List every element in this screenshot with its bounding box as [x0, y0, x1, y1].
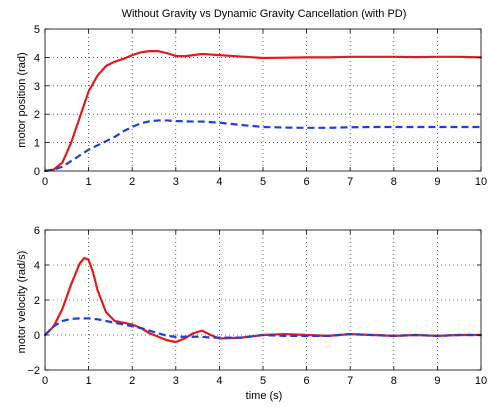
bottom-series-1-line	[44, 317, 481, 339]
top-ytick-label-5: 5	[34, 24, 40, 36]
bottom-ytick-label-1: 0	[34, 330, 40, 342]
top-chart-ylabel: motor position (rad)	[16, 52, 28, 147]
top-chart-plot: 0 1 2 3 4 5 6 7 8 9 10 0 1 2 3 4 5	[34, 24, 487, 188]
bottom-ytick-label-3: 4	[34, 260, 40, 272]
bottom-xtick-label-10: 10	[475, 375, 487, 387]
bottom-chart-ylabel: motor velocity (rad/s)	[16, 251, 28, 354]
bottom-xtick-label-5: 5	[260, 375, 266, 387]
top-xtick-label-1: 1	[86, 176, 92, 188]
top-xtick-label-0: 0	[42, 176, 48, 188]
top-xtick-label-2: 2	[129, 176, 135, 188]
top-xtick-label-7: 7	[347, 176, 353, 188]
bottom-xtick-label-3: 3	[173, 375, 179, 387]
top-xtick-label-9: 9	[434, 176, 440, 188]
top-ytick-label-4: 4	[34, 52, 40, 64]
bottom-xtick-label-0: 0	[42, 375, 48, 387]
bottom-ytick-label-2: 2	[34, 295, 40, 307]
top-xtick-label-10: 10	[475, 176, 487, 188]
top-series-1-line	[44, 119, 481, 173]
top-ytick-label-0: 0	[34, 166, 40, 178]
top-xtick-label-3: 3	[173, 176, 179, 188]
top-xtick-label-4: 4	[216, 176, 222, 188]
top-ytick-label-1: 1	[34, 138, 40, 150]
top-chart-title: Without Gravity vs Dynamic Gravity Cance…	[122, 8, 407, 20]
bottom-ytick-label-0: −2	[27, 365, 40, 377]
top-series-0-line	[43, 50, 483, 173]
bottom-chart-xlabel: time (s)	[246, 390, 283, 402]
bottom-xtick-label-4: 4	[216, 375, 222, 387]
bottom-xtick-label-8: 8	[391, 375, 397, 387]
top-xtick-label-8: 8	[391, 176, 397, 188]
top-ytick-label-2: 2	[34, 109, 40, 121]
top-xtick-label-5: 5	[260, 176, 266, 188]
bottom-xtick-label-1: 1	[86, 375, 92, 387]
bottom-xtick-label-7: 7	[347, 375, 353, 387]
bottom-xtick-label-9: 9	[434, 375, 440, 387]
top-xtick-label-6: 6	[304, 176, 310, 188]
bottom-xtick-label-2: 2	[129, 375, 135, 387]
bottom-ytick-label-4: 6	[34, 225, 40, 237]
top-ytick-label-3: 3	[34, 81, 40, 93]
bottom-xtick-label-6: 6	[304, 375, 310, 387]
